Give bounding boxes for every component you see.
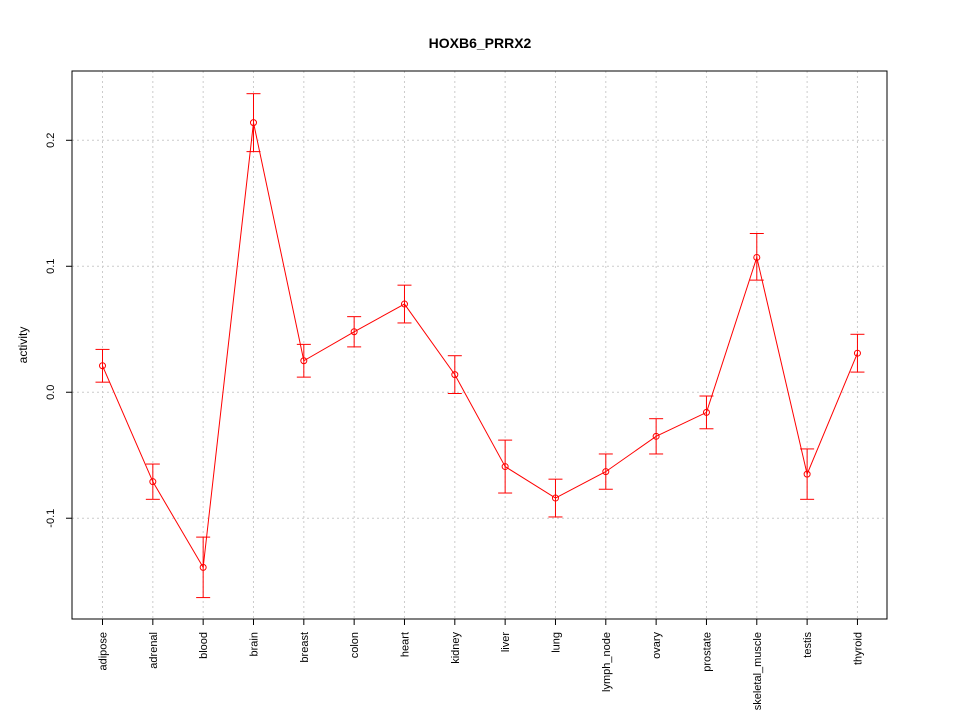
x-tick-label: adipose (98, 632, 110, 671)
error-bar (296, 343, 311, 378)
y-tick-label: 0.0 (45, 385, 57, 400)
error-bar (196, 536, 211, 599)
data-point (753, 253, 761, 261)
error-bar (850, 333, 865, 373)
y-tick-label: 0.2 (45, 133, 57, 148)
x-tick-label: colon (349, 632, 361, 658)
x-tick-label: prostate (701, 632, 713, 672)
x-axis: adipose adrenal blood brain breast colon heart… (98, 619, 864, 710)
error-bar (548, 478, 563, 518)
error-bar (800, 448, 815, 500)
error-bar (397, 284, 412, 324)
data-point (702, 408, 710, 416)
y-tick-label: 0.1 (45, 259, 57, 274)
data-point (551, 494, 559, 502)
data-point (853, 349, 861, 357)
error-bar (246, 93, 261, 153)
x-tick-label: lung (550, 632, 562, 653)
data-point (350, 328, 358, 336)
error-bar (145, 463, 160, 500)
data-point (501, 463, 509, 471)
data-point (99, 362, 106, 370)
error-bar (649, 418, 664, 455)
data-point (249, 119, 257, 127)
error-bar (447, 355, 462, 395)
data-point (451, 371, 459, 379)
series-line (102, 122, 858, 569)
data-point (199, 563, 207, 571)
data-point (602, 468, 610, 476)
data-point (300, 357, 308, 365)
x-tick-label: brain (248, 632, 260, 656)
data-point (803, 470, 811, 478)
y-tick-label: -0.1 (45, 509, 57, 528)
x-tick-label: liver (500, 632, 512, 653)
x-tick-label: skeletal_muscle (752, 632, 764, 710)
x-tick-label: lymph_node (601, 632, 613, 692)
plot-frame (71, 70, 888, 620)
error-bar (347, 316, 362, 348)
chart-title: HOXB6_PRRX2 (429, 35, 532, 51)
x-tick-label: breast (299, 632, 311, 663)
x-tick-label: ovary (651, 632, 663, 659)
x-tick-label: heart (399, 632, 411, 657)
error-bar (699, 395, 714, 430)
x-tick-label: kidney (450, 632, 462, 664)
error-bar (498, 439, 513, 494)
x-tick-label: blood (198, 632, 210, 659)
x-tick-label: thyroid (852, 632, 864, 665)
x-tick-label: adrenal (148, 632, 160, 669)
data-point (149, 478, 157, 486)
data-point (400, 300, 408, 308)
y-axis: -0.1 0.0 0.1 0.2 (45, 133, 72, 528)
grid-lines (72, 71, 887, 619)
error-bar (749, 233, 764, 281)
error-bar (598, 453, 613, 490)
error-bar (95, 348, 110, 383)
y-axis-label: activity (16, 327, 30, 364)
x-tick-label: testis (802, 632, 814, 658)
plot-area (95, 93, 865, 599)
data-point (652, 432, 660, 440)
